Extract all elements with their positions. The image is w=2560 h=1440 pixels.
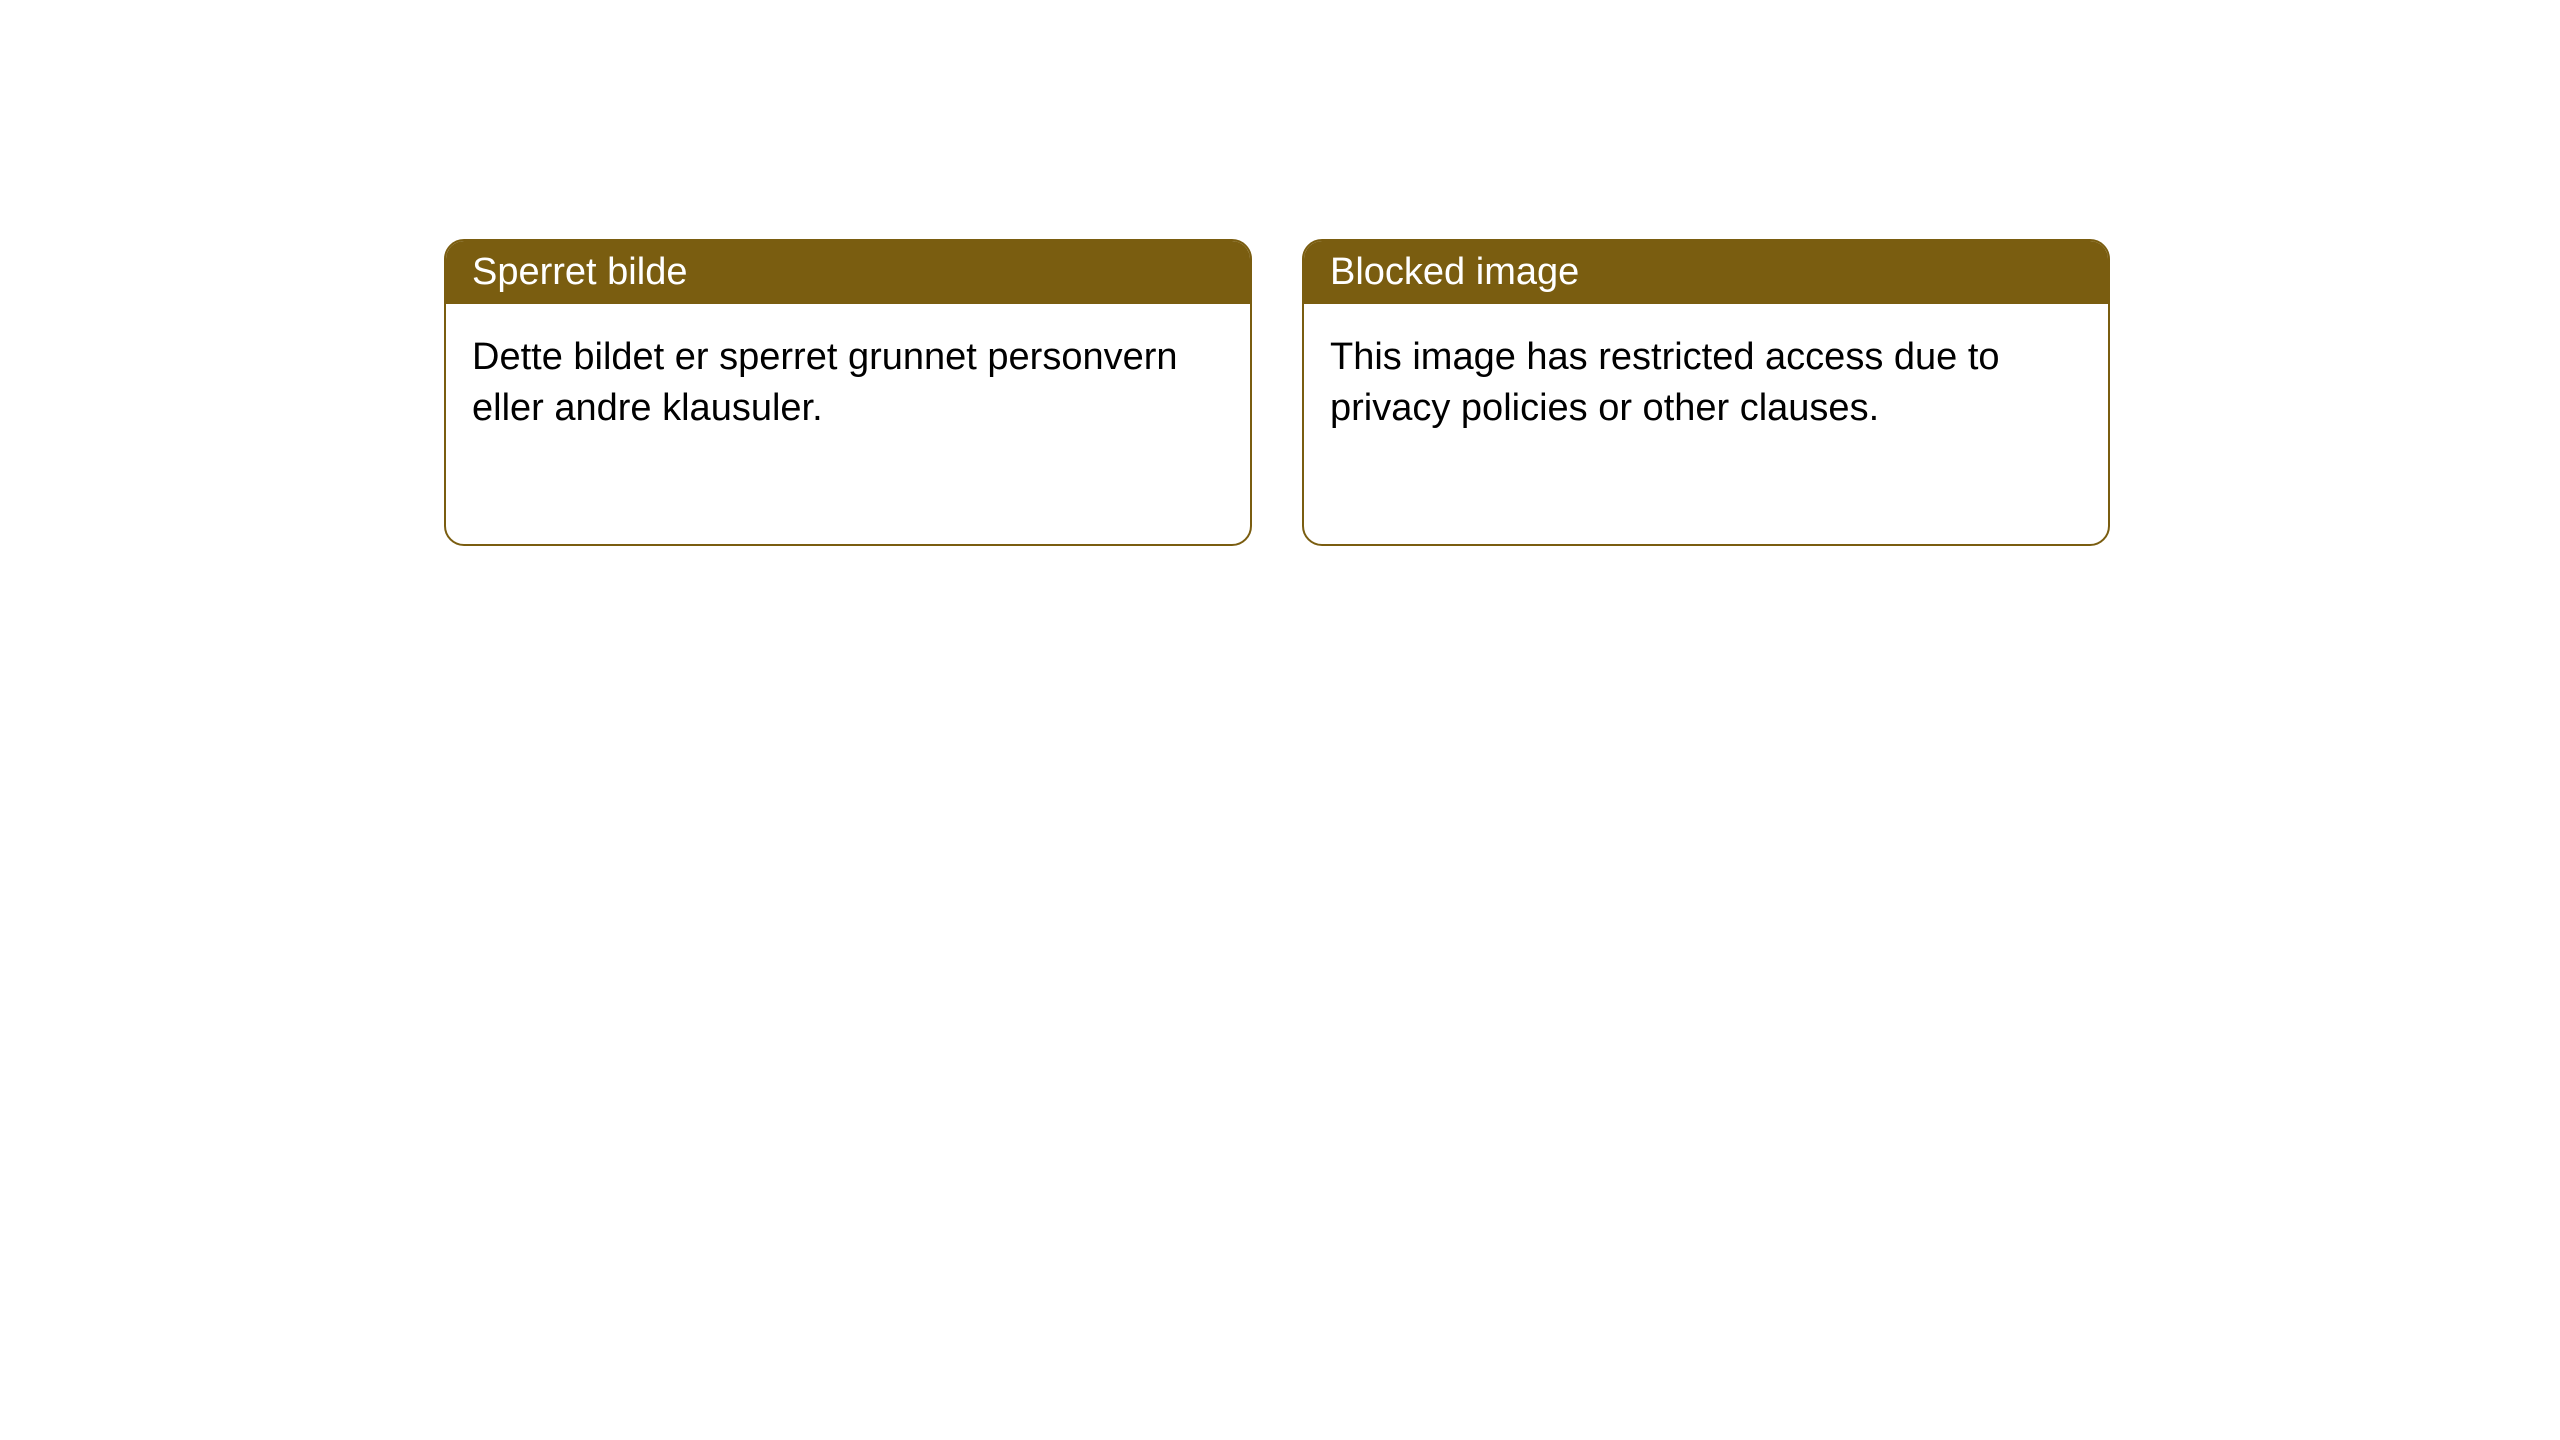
notice-cards-container: Sperret bilde Dette bildet er sperret gr… — [0, 0, 2560, 546]
notice-card-english: Blocked image This image has restricted … — [1302, 239, 2110, 546]
notice-card-header: Sperret bilde — [446, 241, 1250, 304]
notice-card-body: Dette bildet er sperret grunnet personve… — [446, 304, 1250, 544]
notice-card-norwegian: Sperret bilde Dette bildet er sperret gr… — [444, 239, 1252, 546]
notice-card-body: This image has restricted access due to … — [1304, 304, 2108, 544]
notice-card-header: Blocked image — [1304, 241, 2108, 304]
